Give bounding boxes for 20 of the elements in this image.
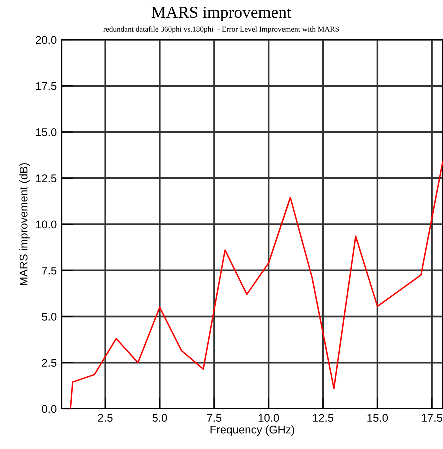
y-tick-label: 5.0 xyxy=(42,313,57,321)
y-tick-label: 10.0 xyxy=(36,220,57,229)
x-tick-label: 12.5 xyxy=(313,414,334,422)
y-tick-label: 12.5 xyxy=(36,174,57,183)
y-tick-label: 15.0 xyxy=(36,128,57,136)
y-axis-title: MARS improvement (dB) xyxy=(20,163,30,286)
x-tick-label: 2.5 xyxy=(98,414,113,422)
y-tick-label: 7.5 xyxy=(42,267,57,275)
line-series xyxy=(70,161,443,409)
x-axis-title: Frequency (GHz) xyxy=(210,426,294,436)
x-tick-label: 7.5 xyxy=(207,414,222,422)
y-tick-label: 0.0 xyxy=(42,405,57,414)
x-tick-label: 17.5 xyxy=(422,414,442,422)
x-tick-label: 10.0 xyxy=(258,414,280,422)
y-tick-label: 17.5 xyxy=(36,82,57,90)
chart-title: MARS improvement xyxy=(152,6,292,22)
y-tick-label: 20.0 xyxy=(36,36,57,44)
x-tick-label: 15.0 xyxy=(368,414,388,422)
y-tick-label: 2.5 xyxy=(42,359,57,368)
x-tick-label: 5.0 xyxy=(152,414,168,422)
